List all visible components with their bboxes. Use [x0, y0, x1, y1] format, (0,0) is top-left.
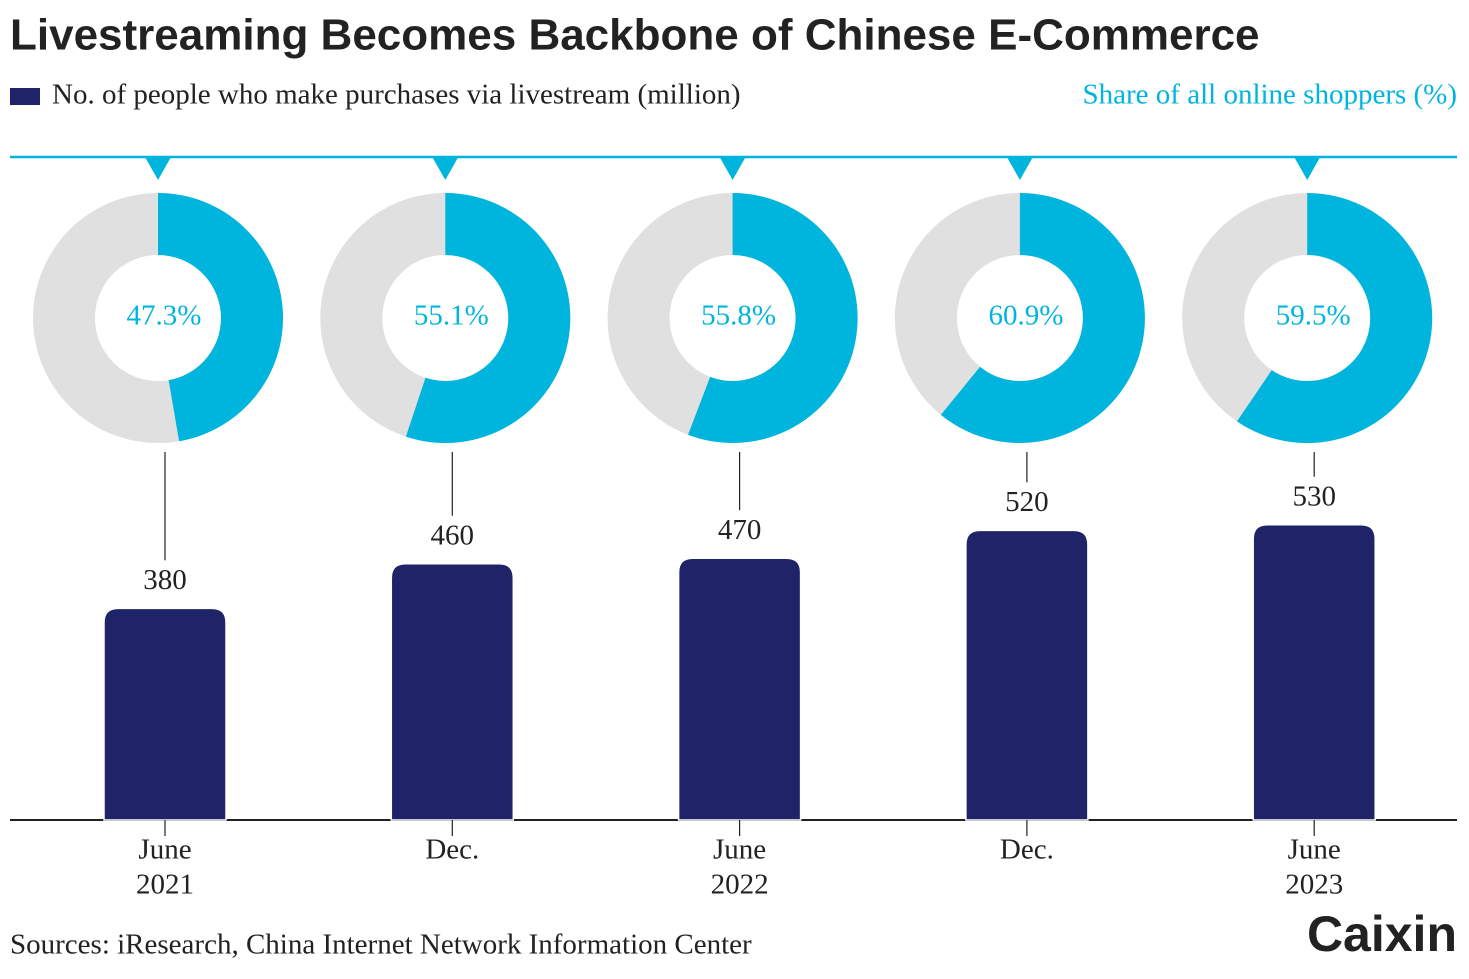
- bar-label: 460: [431, 519, 475, 551]
- x-tick-label: June: [713, 834, 766, 866]
- bar-label: 380: [143, 564, 187, 596]
- donut-label: 55.8%: [701, 300, 776, 332]
- x-tick-label: June: [1288, 834, 1341, 866]
- bar: [390, 563, 515, 821]
- donut-label: 47.3%: [127, 300, 202, 332]
- bar: [1252, 524, 1376, 821]
- legend-label: Share of all online shoppers (%): [1083, 79, 1457, 111]
- legend-label: No. of people who make purchases via liv…: [52, 79, 741, 111]
- bar: [677, 557, 802, 821]
- x-tick-label: June: [138, 834, 191, 866]
- donut-segment: [405, 193, 571, 443]
- donut-segment: [688, 193, 858, 443]
- marker: [1294, 157, 1321, 180]
- x-tick-label: 2022: [711, 869, 769, 901]
- bar: [965, 529, 1089, 821]
- x-tick-label: Dec.: [1000, 834, 1054, 866]
- brand: Caixin: [1307, 906, 1457, 962]
- source: Sources: iResearch, China Internet Netwo…: [10, 929, 752, 961]
- bar-label: 470: [718, 514, 762, 546]
- marker: [145, 157, 171, 180]
- marker: [432, 157, 459, 180]
- x-tick-label: Dec.: [425, 834, 479, 866]
- donut-label: 60.9%: [988, 300, 1063, 332]
- bar-label: 520: [1005, 486, 1049, 518]
- bar-label: 530: [1292, 480, 1336, 512]
- marker: [1006, 157, 1033, 180]
- donut-segment: [1236, 193, 1433, 443]
- chart-title: Livestreaming Becomes Backbone of Chines…: [10, 11, 1260, 60]
- donut-label: 55.1%: [414, 300, 489, 332]
- x-tick-label: 2021: [136, 869, 194, 901]
- donut-segment: [940, 193, 1145, 443]
- donut-label: 59.5%: [1276, 300, 1351, 332]
- marker: [719, 157, 746, 180]
- bar: [103, 607, 227, 821]
- x-tick-label: 2023: [1285, 869, 1343, 901]
- donut-segment: [158, 193, 284, 442]
- legend-swatch: [10, 88, 40, 105]
